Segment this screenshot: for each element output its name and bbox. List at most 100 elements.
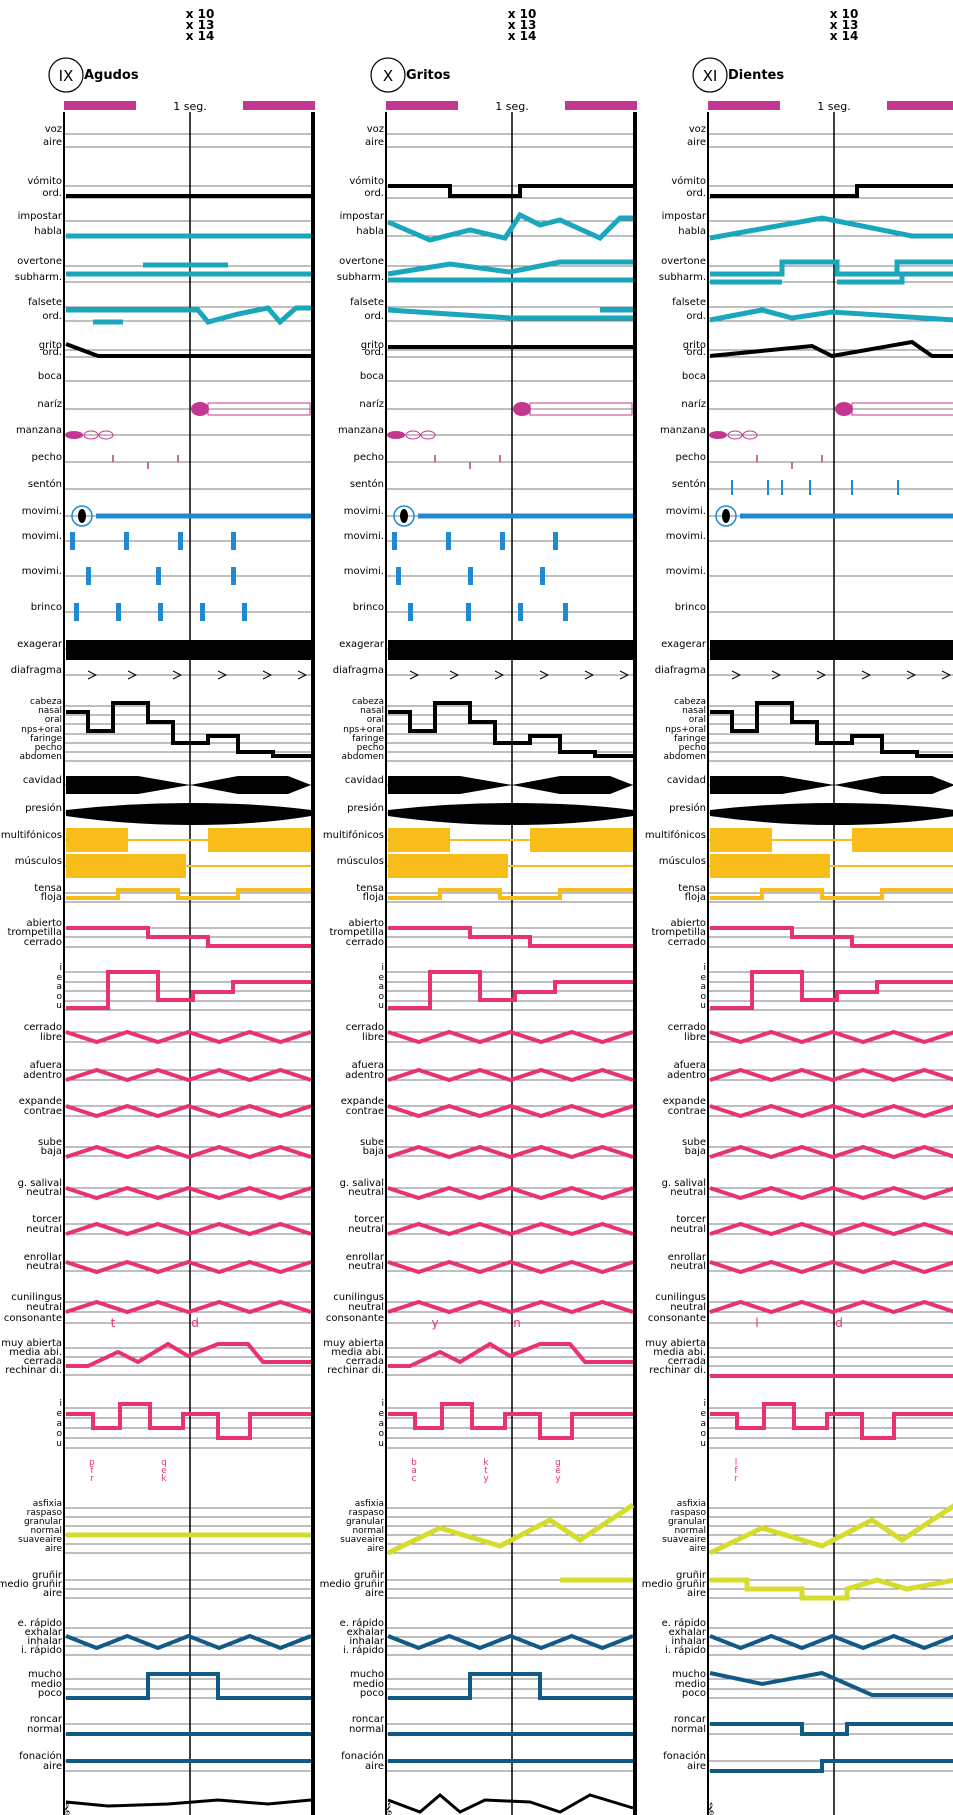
row-label: sube [682,1137,706,1148]
respiracion-line [65,1633,312,1651]
time-bar-left [708,101,780,110]
row-label: sube [38,1137,62,1148]
row-label: e. rápido [662,1617,706,1629]
letter-mark: k [161,1474,167,1484]
multiplier-label: x 14 [508,29,537,43]
letter-mark: k [483,1458,489,1468]
articulation-line [65,1103,312,1119]
impostar-line [709,215,953,241]
row-label: abierto [348,918,384,929]
row-label: manzana [338,425,384,436]
consonant-text: n [513,1316,521,1330]
row-label: trompetilla [651,927,706,938]
row-label: impostar [662,211,707,222]
row-label: enrollar [668,1252,707,1263]
row-label: consonante [648,1313,706,1324]
row-label: normal [671,1724,706,1735]
row-label: torcer [354,1214,385,1225]
row-label: medio gruñir [0,1579,63,1590]
row-label: a [378,1419,384,1429]
nariz-marker [191,402,209,416]
row-label: ord. [42,347,62,358]
row-label: consonante [4,1313,62,1324]
row-label: tensa [678,883,706,894]
nariz-marker [835,402,853,416]
row-label: e [700,973,706,983]
movimiento-tick [392,532,397,550]
row-label: movimi. [344,506,384,517]
movimiento-tick [408,603,413,621]
row-label: g. salival [340,1178,384,1189]
articulation-line [387,1103,634,1119]
row-label: expande [19,1096,62,1107]
row-label: media abi. [9,1347,62,1358]
row-label: asfixia [677,1499,706,1509]
row-label: pecho [35,743,63,753]
movimiento-tick [446,532,451,550]
row-label: movimi. [666,566,706,577]
row-label: ord. [364,347,384,358]
multiplier-label: x 13 [186,18,215,32]
row-label: habla [678,226,706,237]
row-label: neutral [26,1187,62,1198]
row-label: expande [663,1096,706,1107]
musculos-block [388,854,508,878]
movimiento-tick [156,567,161,585]
diafragma-accent [584,670,595,680]
abierto-line [710,926,953,948]
row-label: i [59,1399,62,1409]
row-label: afuera [674,1060,706,1071]
row-label: gruñir [32,1570,63,1581]
row-label: exagerar [339,639,385,650]
row-label: e [378,1409,384,1419]
row-label: impostar [340,211,385,222]
row-label: cunilingus [333,1292,384,1303]
vowel-line [710,970,953,1010]
movimiento-tick [200,603,205,621]
intensidad-line [388,1672,633,1700]
letter-mark: t [484,1466,488,1476]
row-label: abierto [670,918,706,929]
row-label: ord. [686,311,706,322]
row-label: pecho [354,452,384,463]
row-label: cerrada [668,1356,706,1367]
presion-shape [710,803,953,825]
movimiento-target-icon [78,509,86,523]
row-label: neutral [670,1187,706,1198]
cabeza-line [66,701,311,758]
row-label: enrollar [346,1252,385,1263]
row-label: cunilingus [655,1292,706,1303]
row-label: roncar [30,1714,63,1725]
row-label: faringe [674,734,706,744]
row-label: expande [341,1096,384,1107]
row-label: granular [668,1517,706,1527]
row-label: sentón [350,478,384,490]
row-label: contrae [346,1106,384,1117]
fonacion-line [710,1759,953,1773]
row-label: aire [365,137,384,148]
row-label: raspaso [671,1508,707,1518]
row-label: grito [683,340,706,351]
falsete-line [709,307,953,323]
row-label: aire [365,1588,384,1599]
row-label: suaveaire [340,1535,384,1545]
row-label: afuera [30,1060,62,1071]
row-label: ord. [42,311,62,322]
row-label: ord. [686,347,706,358]
row-label: aire [45,1544,63,1554]
multiplier-label: x 10 [186,7,215,21]
overtone-line [837,271,953,285]
vomito-line [710,184,953,198]
row-label: pecho [676,452,706,463]
nariz-marker [513,402,531,416]
row-label: naríz [37,398,62,410]
grunir-line [710,1577,953,1601]
movement-numeral: IX [59,67,74,85]
row-label: cerrado [24,937,62,948]
row-label: movimi. [666,506,706,517]
row-label: medio gruñir [320,1579,385,1590]
asfixia-line [708,1503,953,1556]
row-label: neutral [26,1302,62,1313]
row-label: neutral [670,1302,706,1313]
row-label: pecho [32,452,62,463]
